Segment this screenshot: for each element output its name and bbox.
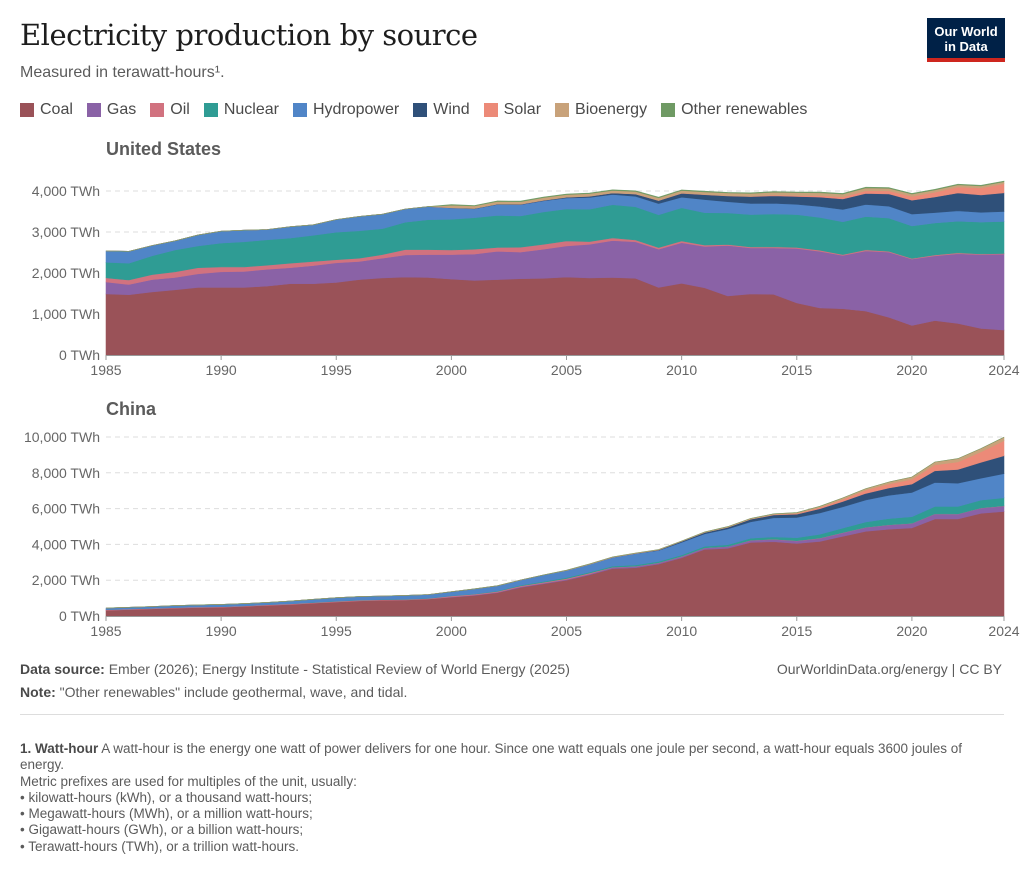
legend-swatch: [483, 103, 498, 117]
legend-item-other-renewables[interactable]: Other renewables: [661, 101, 807, 119]
legend-swatch: [203, 103, 218, 117]
y-tick-label: 2,000 TWh: [32, 572, 100, 588]
chart-panel-china: China 0 TWh 2,000 TWh 4,000 TWh 6,000 TWh 8,0…: [24, 399, 1020, 639]
legend-swatch: [292, 103, 307, 117]
legend-item-hydropower[interactable]: Hydropower: [292, 101, 400, 119]
panel-title: United States: [106, 139, 221, 159]
footnote-line: • Gigawatt-hours (GWh), or a billion wat…: [20, 822, 304, 838]
footnote-title: 1. Watt-hour: [20, 741, 99, 756]
legend-label: Gas: [106, 101, 137, 118]
chart-svg: United States 0 TWh 1,000 TWh 2,000 TWh 3,00…: [24, 139, 1020, 639]
note-text: "Other renewables" include geothermal, w…: [59, 684, 408, 700]
y-tick-label: 3,000 TWh: [32, 224, 100, 240]
y-tick-label: 4,000 TWh: [32, 183, 100, 199]
y-tick-label: 8,000 TWh: [32, 465, 100, 481]
x-tick-label: 2020: [896, 362, 927, 378]
x-tick-label: 2024: [988, 362, 1019, 378]
footnote: 1. Watt-hour A watt-hour is the energy o…: [20, 741, 1000, 855]
note: Note: "Other renewables" include geother…: [20, 684, 407, 700]
note-label: Note:: [20, 684, 56, 700]
x-tick-label: 2010: [666, 623, 697, 639]
chart-panel-united-states: United States 0 TWh 1,000 TWh 2,000 TWh 3,00…: [32, 139, 1020, 378]
area-other-renewables: [105, 180, 1005, 252]
legend-item-gas[interactable]: Gas: [86, 101, 137, 119]
x-tick-label: 2005: [551, 362, 582, 378]
y-tick-label: 6,000 TWh: [32, 501, 100, 517]
x-tick-label: 2024: [988, 623, 1019, 639]
y-tick-label: 2,000 TWh: [32, 265, 100, 281]
x-tick-label: 1985: [90, 623, 121, 639]
source-link[interactable]: OurWorldinData.org/energy | CC BY: [776, 661, 1002, 677]
area-other-renewables: [105, 436, 1005, 609]
legend-label: Oil: [170, 101, 190, 118]
legend-swatch: [661, 103, 676, 117]
legend-swatch: [20, 103, 34, 117]
x-tick-label: 1995: [321, 623, 352, 639]
footnote-line: • kilowatt-hours (kWh), or a thousand wa…: [20, 789, 313, 805]
legend-swatch: [555, 103, 570, 117]
legend: Coal Gas Oil Nuclear Hydropower Wind Solar Bioe…: [20, 101, 821, 119]
owid-logo[interactable]: Our World in Data: [927, 18, 1005, 62]
y-tick-label: 0 TWh: [59, 347, 100, 363]
legend-item-bioenergy[interactable]: Bioenergy: [555, 101, 647, 119]
legend-label: Solar: [503, 101, 542, 118]
data-source-text[interactable]: Ember (2026); Energy Institute - Statist…: [108, 661, 570, 677]
legend-label: Other renewables: [681, 101, 808, 118]
x-tick-label: 2015: [781, 623, 812, 639]
footnote-line: A watt-hour is the energy one watt of po…: [20, 741, 963, 773]
legend-swatch: [413, 103, 428, 117]
footnote-line: • Megawatt-hours (MWh), or a million wat…: [20, 806, 313, 822]
y-tick-label: 4,000 TWh: [32, 536, 100, 552]
legend-item-nuclear[interactable]: Nuclear: [203, 101, 279, 119]
legend-label: Bioenergy: [575, 101, 648, 118]
legend-item-solar[interactable]: Solar: [483, 101, 542, 119]
x-tick-label: 2000: [436, 623, 467, 639]
x-tick-label: 2010: [666, 362, 697, 378]
x-tick-label: 2005: [551, 623, 582, 639]
legend-label: Nuclear: [223, 101, 279, 118]
x-tick-label: 2000: [436, 362, 467, 378]
x-tick-label: 1990: [206, 623, 237, 639]
page-subtitle: Measured in terawatt-hours¹.: [20, 64, 225, 81]
page-title: Electricity production by source: [20, 18, 478, 52]
x-tick-label: 2015: [781, 362, 812, 378]
footnote-line: Metric prefixes are used for multiples o…: [20, 773, 357, 789]
legend-item-coal[interactable]: Coal: [20, 101, 73, 119]
legend-swatch: [150, 103, 165, 117]
legend-item-wind[interactable]: Wind: [413, 101, 470, 119]
legend-label: Wind: [433, 101, 470, 118]
x-tick-label: 2020: [896, 623, 927, 639]
footnote-line: • Terawatt-hours (TWh), or a trillion wa…: [20, 838, 300, 854]
data-source-label: Data source:: [20, 661, 105, 677]
x-tick-label: 1995: [321, 362, 352, 378]
panel-title: China: [106, 399, 157, 419]
y-tick-label: 10,000 TWh: [24, 429, 100, 445]
x-tick-label: 1990: [206, 362, 237, 378]
legend-item-oil[interactable]: Oil: [150, 101, 190, 119]
x-tick-label: 1985: [90, 362, 121, 378]
legend-label: Hydropower: [312, 101, 400, 118]
legend-swatch: [86, 103, 101, 117]
divider: [20, 714, 1004, 715]
legend-label: Coal: [40, 101, 73, 118]
data-source: Data source: Ember (2026); Energy Instit…: [20, 661, 570, 677]
y-tick-label: 1,000 TWh: [32, 306, 100, 322]
y-tick-label: 0 TWh: [59, 608, 100, 624]
